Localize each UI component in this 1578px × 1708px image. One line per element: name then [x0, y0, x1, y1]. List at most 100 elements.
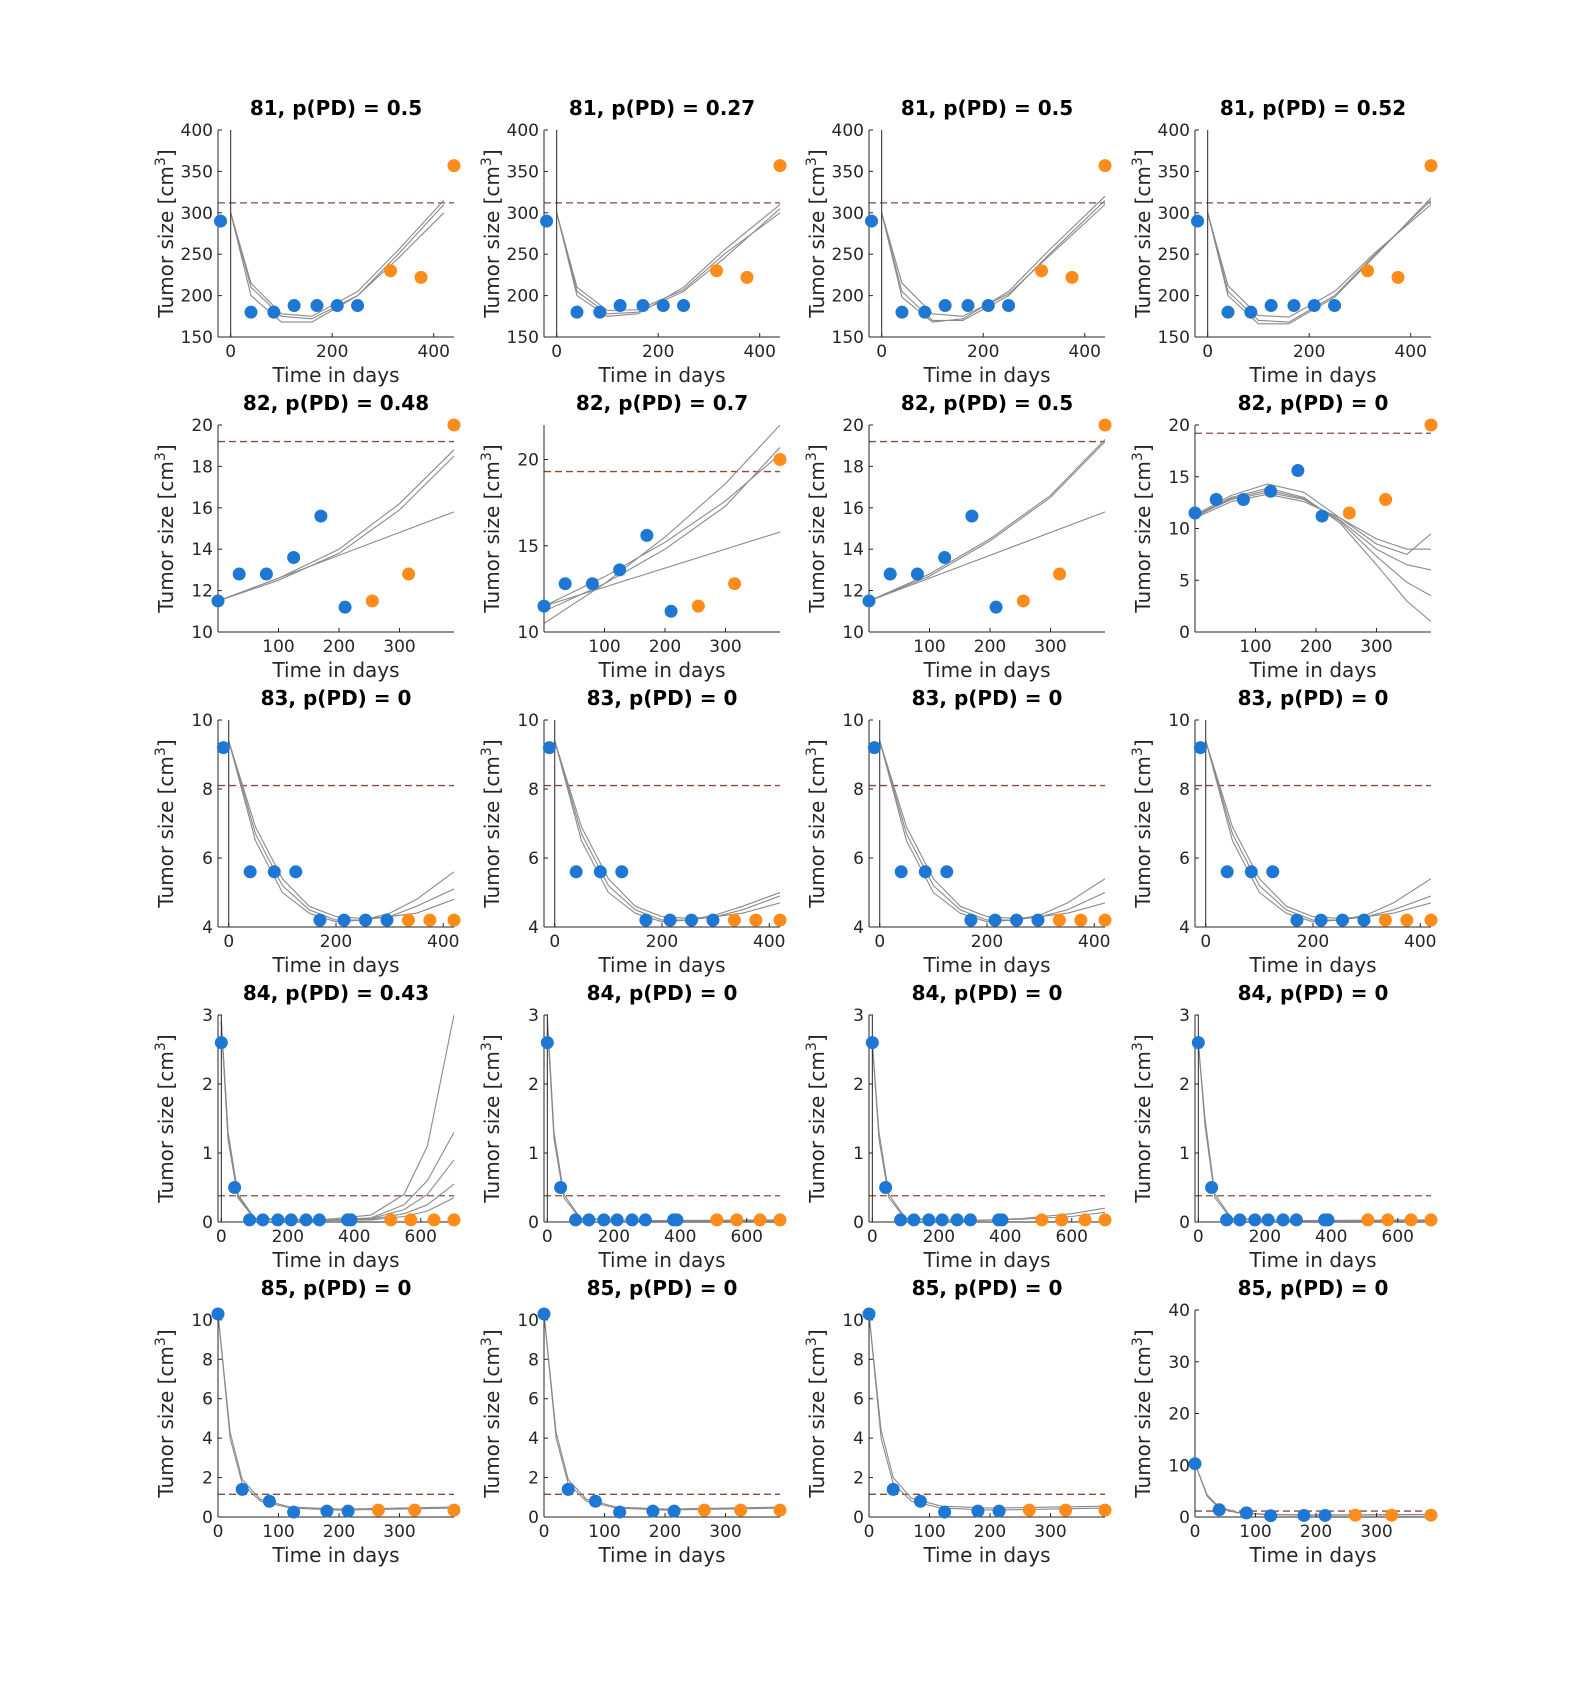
fit-curve — [220, 1021, 454, 1222]
x-tick-label: 600 — [731, 1227, 763, 1247]
subplot-7: 82, p(PD) = 0.5 10 12 14 16 18 20 100 200 300Time… — [804, 391, 1112, 682]
observed-point — [1191, 214, 1205, 228]
subplot-title: 83, p(PD) = 0 — [912, 686, 1063, 710]
fit-curve — [218, 1313, 454, 1510]
observed-point — [244, 305, 258, 319]
x-tick-label: 200 — [1300, 637, 1332, 657]
y-tick-label: 40 — [1168, 1301, 1190, 1321]
observed-point — [313, 913, 327, 927]
held-out-point — [697, 1503, 711, 1517]
observed-point — [380, 913, 394, 927]
fit-curves — [1207, 197, 1431, 325]
y-tick-label: 8 — [1179, 780, 1190, 800]
observed-point — [299, 1213, 313, 1227]
subplot-12: 83, p(PD) = 0 4 6 8 10 0 200 400 Time in days Tum… — [1130, 686, 1438, 977]
x-tick-label: 300 — [1360, 637, 1392, 657]
observed-point — [243, 865, 257, 879]
y-tick-label: 300 — [507, 204, 539, 224]
observed-point — [964, 913, 978, 927]
held-out-point — [749, 913, 763, 927]
held-out-point — [1400, 913, 1414, 927]
y-tick-label: 10 — [191, 711, 213, 731]
held-out-point — [402, 567, 416, 581]
x-tick-label: 0 — [1190, 1522, 1201, 1542]
held-out-point — [728, 577, 742, 591]
y-tick-label: 200 — [181, 287, 213, 307]
subplot-title: 84, p(PD) = 0 — [1238, 981, 1389, 1005]
fit-curves — [881, 195, 1105, 323]
y-tick-label: 15 — [517, 537, 539, 557]
y-tick-label: 8 — [528, 780, 539, 800]
fit-curve — [879, 740, 1105, 919]
x-tick-label: 0 — [1200, 932, 1211, 952]
x-tick-label: 400 — [1068, 342, 1100, 362]
held-out-point — [1052, 913, 1066, 927]
x-axis-label: Time in days — [922, 1248, 1050, 1272]
held-out-point — [1055, 1213, 1069, 1227]
y-tick-label: 400 — [507, 121, 539, 141]
observed-point — [639, 913, 653, 927]
y-tick-label: 10 — [842, 711, 864, 731]
y-tick-label: 0 — [202, 1508, 213, 1528]
subplot-5: 82, p(PD) = 0.48 10 12 14 16 18 20 100 200 300Tim… — [153, 391, 461, 682]
x-tick-label: 300 — [709, 637, 741, 657]
y-tick-label: 0 — [528, 1213, 539, 1233]
y-tick-label: 10 — [517, 711, 539, 731]
y-tick-label: 0 — [1179, 1508, 1190, 1528]
y-axis-label: Tumor size [cm3] — [153, 444, 178, 613]
x-tick-label: 200 — [1249, 1227, 1281, 1247]
y-tick-label: 4 — [528, 918, 539, 938]
y-axis-label: Tumor size [cm3] — [153, 1034, 178, 1203]
y-tick-label: 20 — [191, 416, 213, 436]
observed-point — [1193, 741, 1207, 755]
y-tick-label: 8 — [202, 780, 213, 800]
held-out-point — [1098, 1503, 1112, 1517]
subplot-3: 81, p(PD) = 0.5 150 200 250 300 350 400 0 200 400… — [804, 96, 1112, 387]
observed-point — [625, 1213, 639, 1227]
y-axis-label: Tumor size [cm3] — [804, 444, 829, 613]
fit-curve — [218, 455, 454, 602]
x-tick-label: 400 — [338, 1227, 370, 1247]
observed-point — [570, 305, 584, 319]
observed-point — [537, 599, 551, 613]
held-out-point — [1404, 1213, 1418, 1227]
observed-point — [865, 1036, 879, 1050]
x-tick-label: 200 — [598, 1227, 630, 1247]
x-axis-label: Time in days — [271, 953, 399, 977]
observed-point — [1188, 1457, 1202, 1471]
observed-point — [664, 604, 678, 618]
subplot-title: 82, p(PD) = 0.5 — [901, 391, 1073, 415]
observed-point — [895, 305, 909, 319]
held-out-point — [401, 913, 415, 927]
subplot-title: 81, p(PD) = 0.27 — [569, 96, 755, 120]
y-tick-label: 350 — [507, 162, 539, 182]
fit-curves — [1195, 483, 1431, 623]
observed-point — [610, 1213, 624, 1227]
fit-curve — [871, 1042, 1105, 1222]
observed-point — [940, 865, 954, 879]
fit-curves — [869, 1313, 1105, 1511]
observed-point — [554, 1181, 568, 1194]
observed-point — [1307, 299, 1321, 313]
observed-point — [950, 1213, 964, 1227]
observed-point — [1357, 913, 1371, 927]
held-out-point — [1098, 1213, 1112, 1227]
held-out-point — [365, 594, 379, 608]
observed-point — [1264, 1509, 1278, 1523]
observed-point — [1010, 913, 1023, 927]
y-tick-label: 10 — [191, 1311, 213, 1331]
fit-curves — [546, 1015, 780, 1222]
fit-curve — [556, 208, 780, 315]
x-tick-label: 100 — [913, 1522, 945, 1542]
fit-curve — [228, 740, 454, 923]
x-tick-label: 0 — [223, 932, 234, 952]
observed-point — [287, 1505, 301, 1519]
observed-point — [1261, 1213, 1275, 1227]
observed-point — [337, 913, 351, 927]
fit-curve — [869, 439, 1105, 602]
x-tick-label: 100 — [1239, 637, 1271, 657]
held-out-point — [734, 1503, 748, 1517]
y-tick-label: 150 — [507, 328, 539, 348]
subplot-title: 84, p(PD) = 0 — [587, 981, 738, 1005]
observed-point — [886, 1482, 900, 1496]
